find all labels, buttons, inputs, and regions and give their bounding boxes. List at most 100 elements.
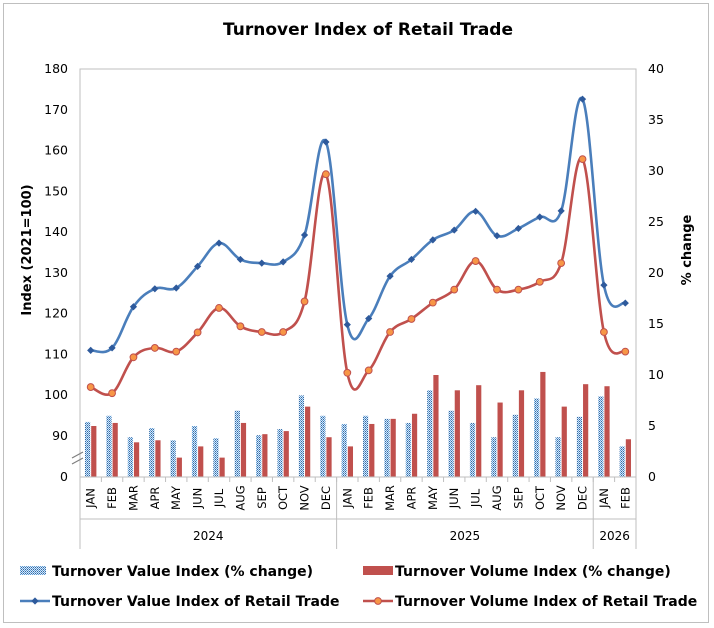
- point-value-index: [472, 207, 480, 215]
- point-volume-index: [300, 297, 309, 306]
- y-left-tick-label: 160: [44, 143, 68, 158]
- y-axis-right-title: % change: [680, 214, 695, 285]
- point-value-index: [87, 346, 95, 354]
- bar-value-pct: [619, 446, 625, 477]
- y-left-tick-label: 0: [60, 469, 68, 484]
- x-month-label: SEP: [255, 487, 269, 509]
- bar-volume-pct: [262, 434, 268, 477]
- x-month-label: JUL: [469, 488, 483, 508]
- bar-value-pct: [598, 396, 604, 477]
- point-value-index: [108, 344, 116, 352]
- bar-volume-pct: [240, 422, 247, 477]
- bar-value-pct: [277, 429, 283, 477]
- x-month-label: APR: [148, 487, 162, 510]
- point-value-index: [322, 138, 330, 146]
- point-volume-index: [236, 322, 245, 331]
- chart-title: Turnover Index of Retail Trade: [223, 20, 513, 40]
- y-right-tick-label: 20: [648, 265, 664, 280]
- point-value-index: [578, 95, 587, 103]
- point-volume-index: [150, 344, 159, 352]
- x-month-label: AUG: [490, 485, 504, 510]
- bar-value-pct: [341, 423, 347, 477]
- bar-value-pct: [234, 410, 240, 477]
- point-value-index: [536, 213, 544, 221]
- point-volume-index: [493, 285, 501, 294]
- legend-marker-value-index: [31, 597, 39, 605]
- point-value-index: [172, 284, 180, 292]
- point-value-index: [300, 231, 309, 239]
- point-value-index: [429, 236, 437, 244]
- x-month-label: OCT: [533, 485, 547, 510]
- x-month-label: FEB: [618, 487, 632, 509]
- bar-volume-pct: [112, 422, 118, 477]
- bar-value-pct: [213, 438, 219, 477]
- bar-value-pct: [555, 437, 561, 477]
- point-value-index: [258, 259, 266, 267]
- point-volume-index: [621, 347, 630, 356]
- point-volume-index: [129, 353, 138, 362]
- bar-volume-pct: [219, 457, 225, 477]
- bar-value-pct: [512, 414, 518, 477]
- bar-value-pct: [384, 418, 390, 477]
- point-volume-index: [450, 285, 459, 294]
- point-volume-index: [322, 170, 330, 179]
- y-right-tick-label: 25: [648, 214, 664, 229]
- legend-label: Turnover Value Index of Retail Trade: [52, 594, 339, 610]
- y-right-tick-label: 35: [648, 112, 664, 127]
- bar-value-pct: [469, 422, 476, 477]
- x-month-label: JUL: [212, 488, 226, 508]
- bar-value-pct: [106, 415, 112, 477]
- point-value-index: [407, 255, 416, 264]
- chart-frame: [3, 3, 709, 623]
- y-left-tick-label: 180: [44, 61, 68, 76]
- point-volume-index: [257, 328, 266, 336]
- legend-marker-volume-index: [374, 597, 382, 605]
- point-value-index: [279, 258, 287, 266]
- bar-volume-pct: [176, 457, 182, 477]
- bar-volume-pct: [476, 385, 482, 477]
- x-month-label: DEC: [576, 486, 590, 510]
- point-volume-index: [108, 389, 116, 398]
- bar-value-pct: [84, 421, 91, 477]
- bar-value-pct: [576, 416, 583, 477]
- bar-value-pct: [448, 410, 454, 477]
- point-value-index: [600, 281, 608, 289]
- legend-swatch-volume-pct: [363, 566, 393, 575]
- legend: Turnover Value Index (% change) Turnover …: [20, 564, 697, 610]
- bar-volume-pct: [305, 406, 311, 477]
- point-volume-index: [215, 304, 223, 312]
- y-left-tick-label: 90: [52, 428, 68, 443]
- x-month-label: JAN: [84, 488, 98, 509]
- x-month-label: MAY: [169, 485, 183, 510]
- x-month-label: JUN: [447, 488, 461, 509]
- y-right-tick-label: 5: [648, 418, 656, 433]
- bar-value-pct: [127, 437, 133, 477]
- point-value-index: [236, 255, 244, 264]
- bar-volume-pct: [433, 375, 439, 477]
- y-left-tick-label: 100: [44, 387, 68, 402]
- point-value-index: [129, 303, 138, 311]
- x-year-label: 2025: [450, 529, 481, 543]
- x-month-label: JAN: [597, 488, 611, 509]
- bar-volume-pct: [540, 371, 546, 477]
- bar-volume-pct: [625, 439, 632, 477]
- right-axis-ticks: 40 35 30 25 20 15 10 5 0: [648, 61, 664, 484]
- bar-volume-pct: [133, 442, 140, 477]
- bar-value-pct: [170, 440, 176, 477]
- point-value-index: [450, 226, 458, 234]
- point-volume-index: [407, 315, 416, 323]
- bar-volume-pct: [347, 446, 354, 477]
- line-value-index: [90, 96, 627, 354]
- bar-volume-pct: [326, 437, 332, 477]
- y-axis-break-mark: [71, 451, 84, 465]
- point-volume-index: [578, 155, 587, 164]
- y-right-tick-label: 40: [648, 61, 664, 76]
- y-left-tick-label: 150: [44, 183, 68, 198]
- x-month-label: SEP: [511, 487, 525, 509]
- bar-value-pct: [491, 437, 497, 477]
- bar-value-pct: [191, 426, 198, 477]
- point-value-index: [557, 207, 565, 215]
- bar-volume-pct: [518, 390, 525, 477]
- bar-volume-pct: [583, 384, 589, 477]
